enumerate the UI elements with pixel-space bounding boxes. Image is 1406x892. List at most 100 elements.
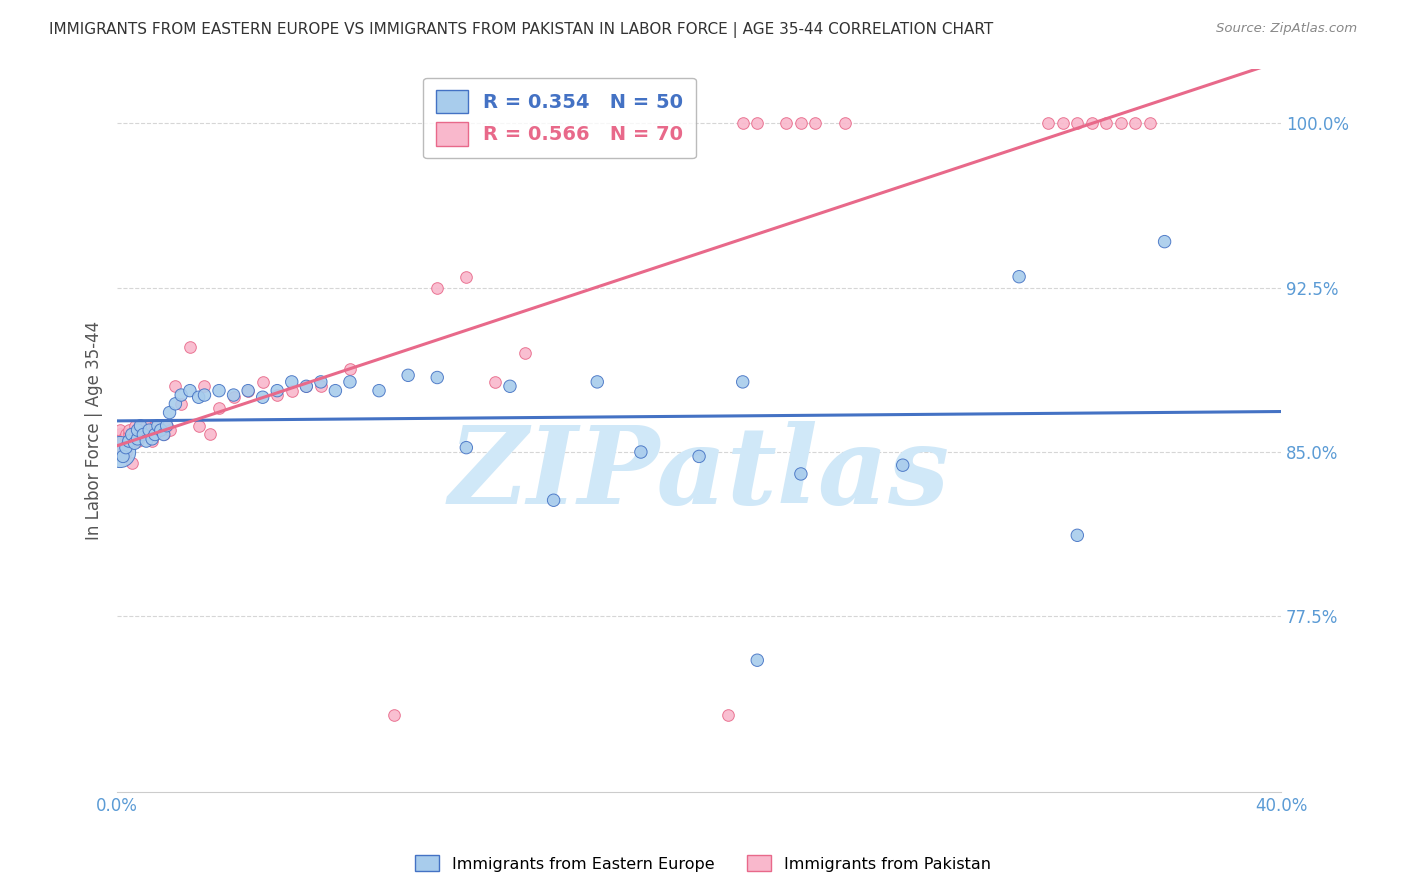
Point [152,427,174,442]
Text: ZIPatlas: ZIPatlas [449,420,949,526]
Point [222,390,245,404]
Point [1038,116,1060,130]
Point [111,432,134,446]
Point [1066,116,1088,130]
Point [143,418,166,433]
Point [193,379,215,393]
Point [108,445,131,459]
Point [143,427,166,442]
Point [118,427,141,442]
Point [132,423,155,437]
Legend: Immigrants from Eastern Europe, Immigrants from Pakistan: Immigrants from Eastern Europe, Immigran… [408,847,998,880]
Point [804,116,827,130]
Point [111,450,134,464]
Point [129,418,152,433]
Point [132,427,155,442]
Point [152,427,174,442]
Point [295,379,318,393]
Point [187,418,209,433]
Point [165,379,187,393]
Point [1052,116,1074,130]
Point [717,708,740,723]
Point [775,116,797,130]
Point [731,116,754,130]
Point [396,368,419,383]
Point [236,384,259,398]
Point [115,427,138,442]
Point [252,390,274,404]
Point [382,708,405,723]
Point [309,375,332,389]
Point [1008,269,1031,284]
Point [129,418,152,433]
Point [499,379,522,393]
Point [731,375,754,389]
Point [127,423,149,437]
Point [118,432,141,446]
Point [252,375,274,389]
Point [891,458,914,472]
Text: Source: ZipAtlas.com: Source: ZipAtlas.com [1216,22,1357,36]
Point [121,456,143,470]
Point [187,390,209,404]
Point [1095,116,1118,130]
Point [193,388,215,402]
Point [281,384,304,398]
Y-axis label: In Labor Force | Age 35-44: In Labor Force | Age 35-44 [86,320,103,540]
Point [127,434,149,448]
Point [121,427,143,442]
Point [118,423,141,437]
Point [159,406,181,420]
Point [456,269,478,284]
Point [484,375,506,389]
Point [295,379,318,393]
Legend: R = 0.354   N = 50, R = 0.566   N = 70: R = 0.354 N = 50, R = 0.566 N = 70 [423,78,696,158]
Point [456,441,478,455]
Point [834,116,856,130]
Point [426,280,449,294]
Point [115,436,138,450]
Point [1109,116,1132,130]
Point [132,427,155,442]
Point [325,384,347,398]
Point [426,370,449,384]
Point [149,423,172,437]
Point [179,340,201,354]
Point [156,418,179,433]
Point [200,427,222,442]
Text: IMMIGRANTS FROM EASTERN EUROPE VS IMMIGRANTS FROM PAKISTAN IN LABOR FORCE | AGE : IMMIGRANTS FROM EASTERN EUROPE VS IMMIGR… [49,22,994,38]
Point [159,423,181,437]
Point [141,434,163,448]
Point [149,423,172,437]
Point [108,423,131,437]
Point [266,384,288,398]
Point [111,445,134,459]
Point [1081,116,1104,130]
Point [586,375,609,389]
Point [339,361,361,376]
Point [111,450,134,464]
Point [141,432,163,446]
Point [208,384,231,398]
Point [108,427,131,442]
Point [138,423,160,437]
Point [266,388,288,402]
Point [129,427,152,442]
Point [135,434,157,448]
Point [115,432,138,446]
Point [790,116,813,130]
Point [170,397,193,411]
Point [118,434,141,448]
Point [1139,116,1161,130]
Point [165,397,187,411]
Point [135,418,157,433]
Point [124,427,146,442]
Point [747,653,769,667]
Point [121,427,143,442]
Point [115,441,138,455]
Point [156,418,179,433]
Point [339,375,361,389]
Point [688,450,710,464]
Point [170,388,193,402]
Point [138,427,160,442]
